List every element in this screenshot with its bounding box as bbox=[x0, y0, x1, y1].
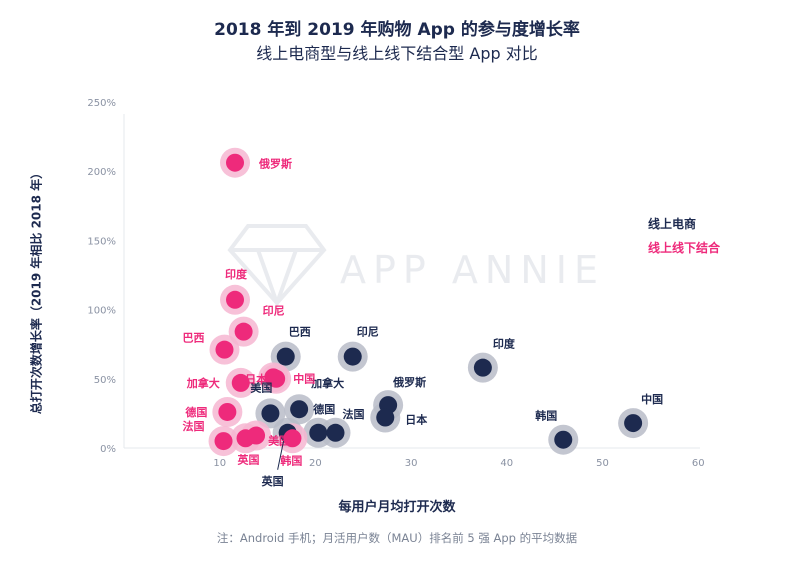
omni-point-加拿大[interactable] bbox=[231, 373, 250, 392]
omni-point-印度[interactable] bbox=[226, 290, 245, 309]
online-point-巴西[interactable] bbox=[276, 347, 295, 366]
omni-label-俄罗斯: 俄罗斯 bbox=[258, 157, 292, 171]
omni-point-巴西[interactable] bbox=[215, 340, 234, 359]
leader-line bbox=[277, 440, 285, 470]
omni-point-俄罗斯[interactable] bbox=[226, 153, 245, 172]
omni-point-印尼[interactable] bbox=[234, 322, 253, 341]
online-label-印度: 印度 bbox=[493, 337, 516, 351]
y-tick-label: 0% bbox=[100, 444, 116, 455]
footnote: 注：Android 手机；月活用户数（MAU）排名前 5 强 App 的平均数据 bbox=[216, 531, 578, 545]
online-point-加拿大[interactable] bbox=[290, 400, 309, 419]
omni-label-中国: 中国 bbox=[293, 371, 315, 385]
online-label-美国: 美国 bbox=[250, 380, 272, 394]
online-label-巴西: 巴西 bbox=[289, 326, 311, 339]
x-tick-label: 10 bbox=[213, 458, 226, 469]
x-tick-label: 50 bbox=[596, 458, 609, 469]
legend-online: 线上电商 bbox=[648, 217, 697, 231]
online-label-韩国: 韩国 bbox=[535, 409, 557, 423]
omni-label-英国: 英国 bbox=[237, 452, 260, 466]
x-axis-label: 每用户月均打开次数 bbox=[338, 500, 456, 515]
omni-label-德国: 德国 bbox=[184, 405, 207, 419]
y-tick-label: 200% bbox=[87, 167, 116, 178]
online-point-印尼[interactable] bbox=[343, 347, 362, 366]
online-label-法国: 法国 bbox=[342, 407, 364, 421]
x-tick-label: 60 bbox=[692, 458, 705, 469]
omni-label-印尼: 印尼 bbox=[263, 305, 285, 318]
online-label-英国: 英国 bbox=[261, 474, 284, 488]
online-point-美国[interactable] bbox=[261, 404, 280, 423]
omni-label-巴西: 巴西 bbox=[182, 332, 204, 345]
x-tick-label: 40 bbox=[500, 458, 513, 469]
omni-point-韩国[interactable] bbox=[283, 429, 302, 448]
chart-subtitle: 线上电商型与线上线下结合型 App 对比 bbox=[256, 44, 538, 63]
omni-label-韩国: 韩国 bbox=[280, 453, 302, 467]
y-tick-label: 100% bbox=[87, 306, 116, 317]
online-point-中国[interactable] bbox=[624, 414, 643, 433]
x-tick-label: 30 bbox=[405, 458, 418, 469]
online-point-法国[interactable] bbox=[326, 423, 345, 442]
online-label-印尼: 印尼 bbox=[357, 326, 379, 339]
omni-point-德国[interactable] bbox=[218, 402, 237, 421]
online-label-日本: 日本 bbox=[405, 413, 427, 427]
omni-label-印度: 印度 bbox=[225, 267, 248, 281]
chart-title: 2018 年到 2019 年购物 App 的参与度增长率 bbox=[214, 20, 580, 40]
online-point-日本[interactable] bbox=[376, 408, 395, 427]
online-label-俄罗斯: 俄罗斯 bbox=[392, 375, 426, 389]
online-point-德国[interactable] bbox=[309, 423, 328, 442]
x-tick-label: 20 bbox=[309, 458, 322, 469]
watermark-logo bbox=[227, 224, 327, 309]
online-point-印度[interactable] bbox=[473, 358, 492, 377]
online-point-韩国[interactable] bbox=[554, 430, 573, 449]
online-label-中国: 中国 bbox=[641, 392, 663, 406]
omni-label-日本: 日本 bbox=[245, 372, 267, 386]
omni-point-美国[interactable] bbox=[247, 426, 266, 445]
omni-point-法国[interactable] bbox=[214, 432, 233, 451]
legend-omni: 线上线下结合 bbox=[648, 241, 721, 255]
omni-label-加拿大: 加拿大 bbox=[186, 376, 220, 390]
online-label-德国: 德国 bbox=[312, 402, 335, 416]
online-label-加拿大: 加拿大 bbox=[310, 376, 344, 390]
watermark-text: APP ANNIE bbox=[340, 248, 605, 292]
y-axis-label: 总打开次数增长率（2019 年相比 2018 年） bbox=[29, 166, 44, 415]
omni-label-法国: 法国 bbox=[183, 419, 205, 433]
y-tick-label: 50% bbox=[94, 375, 116, 386]
y-tick-label: 150% bbox=[87, 236, 116, 247]
omni-label-美国: 美国 bbox=[268, 434, 290, 448]
y-tick-label: 250% bbox=[87, 98, 116, 109]
omni-point-中国[interactable] bbox=[264, 368, 283, 387]
